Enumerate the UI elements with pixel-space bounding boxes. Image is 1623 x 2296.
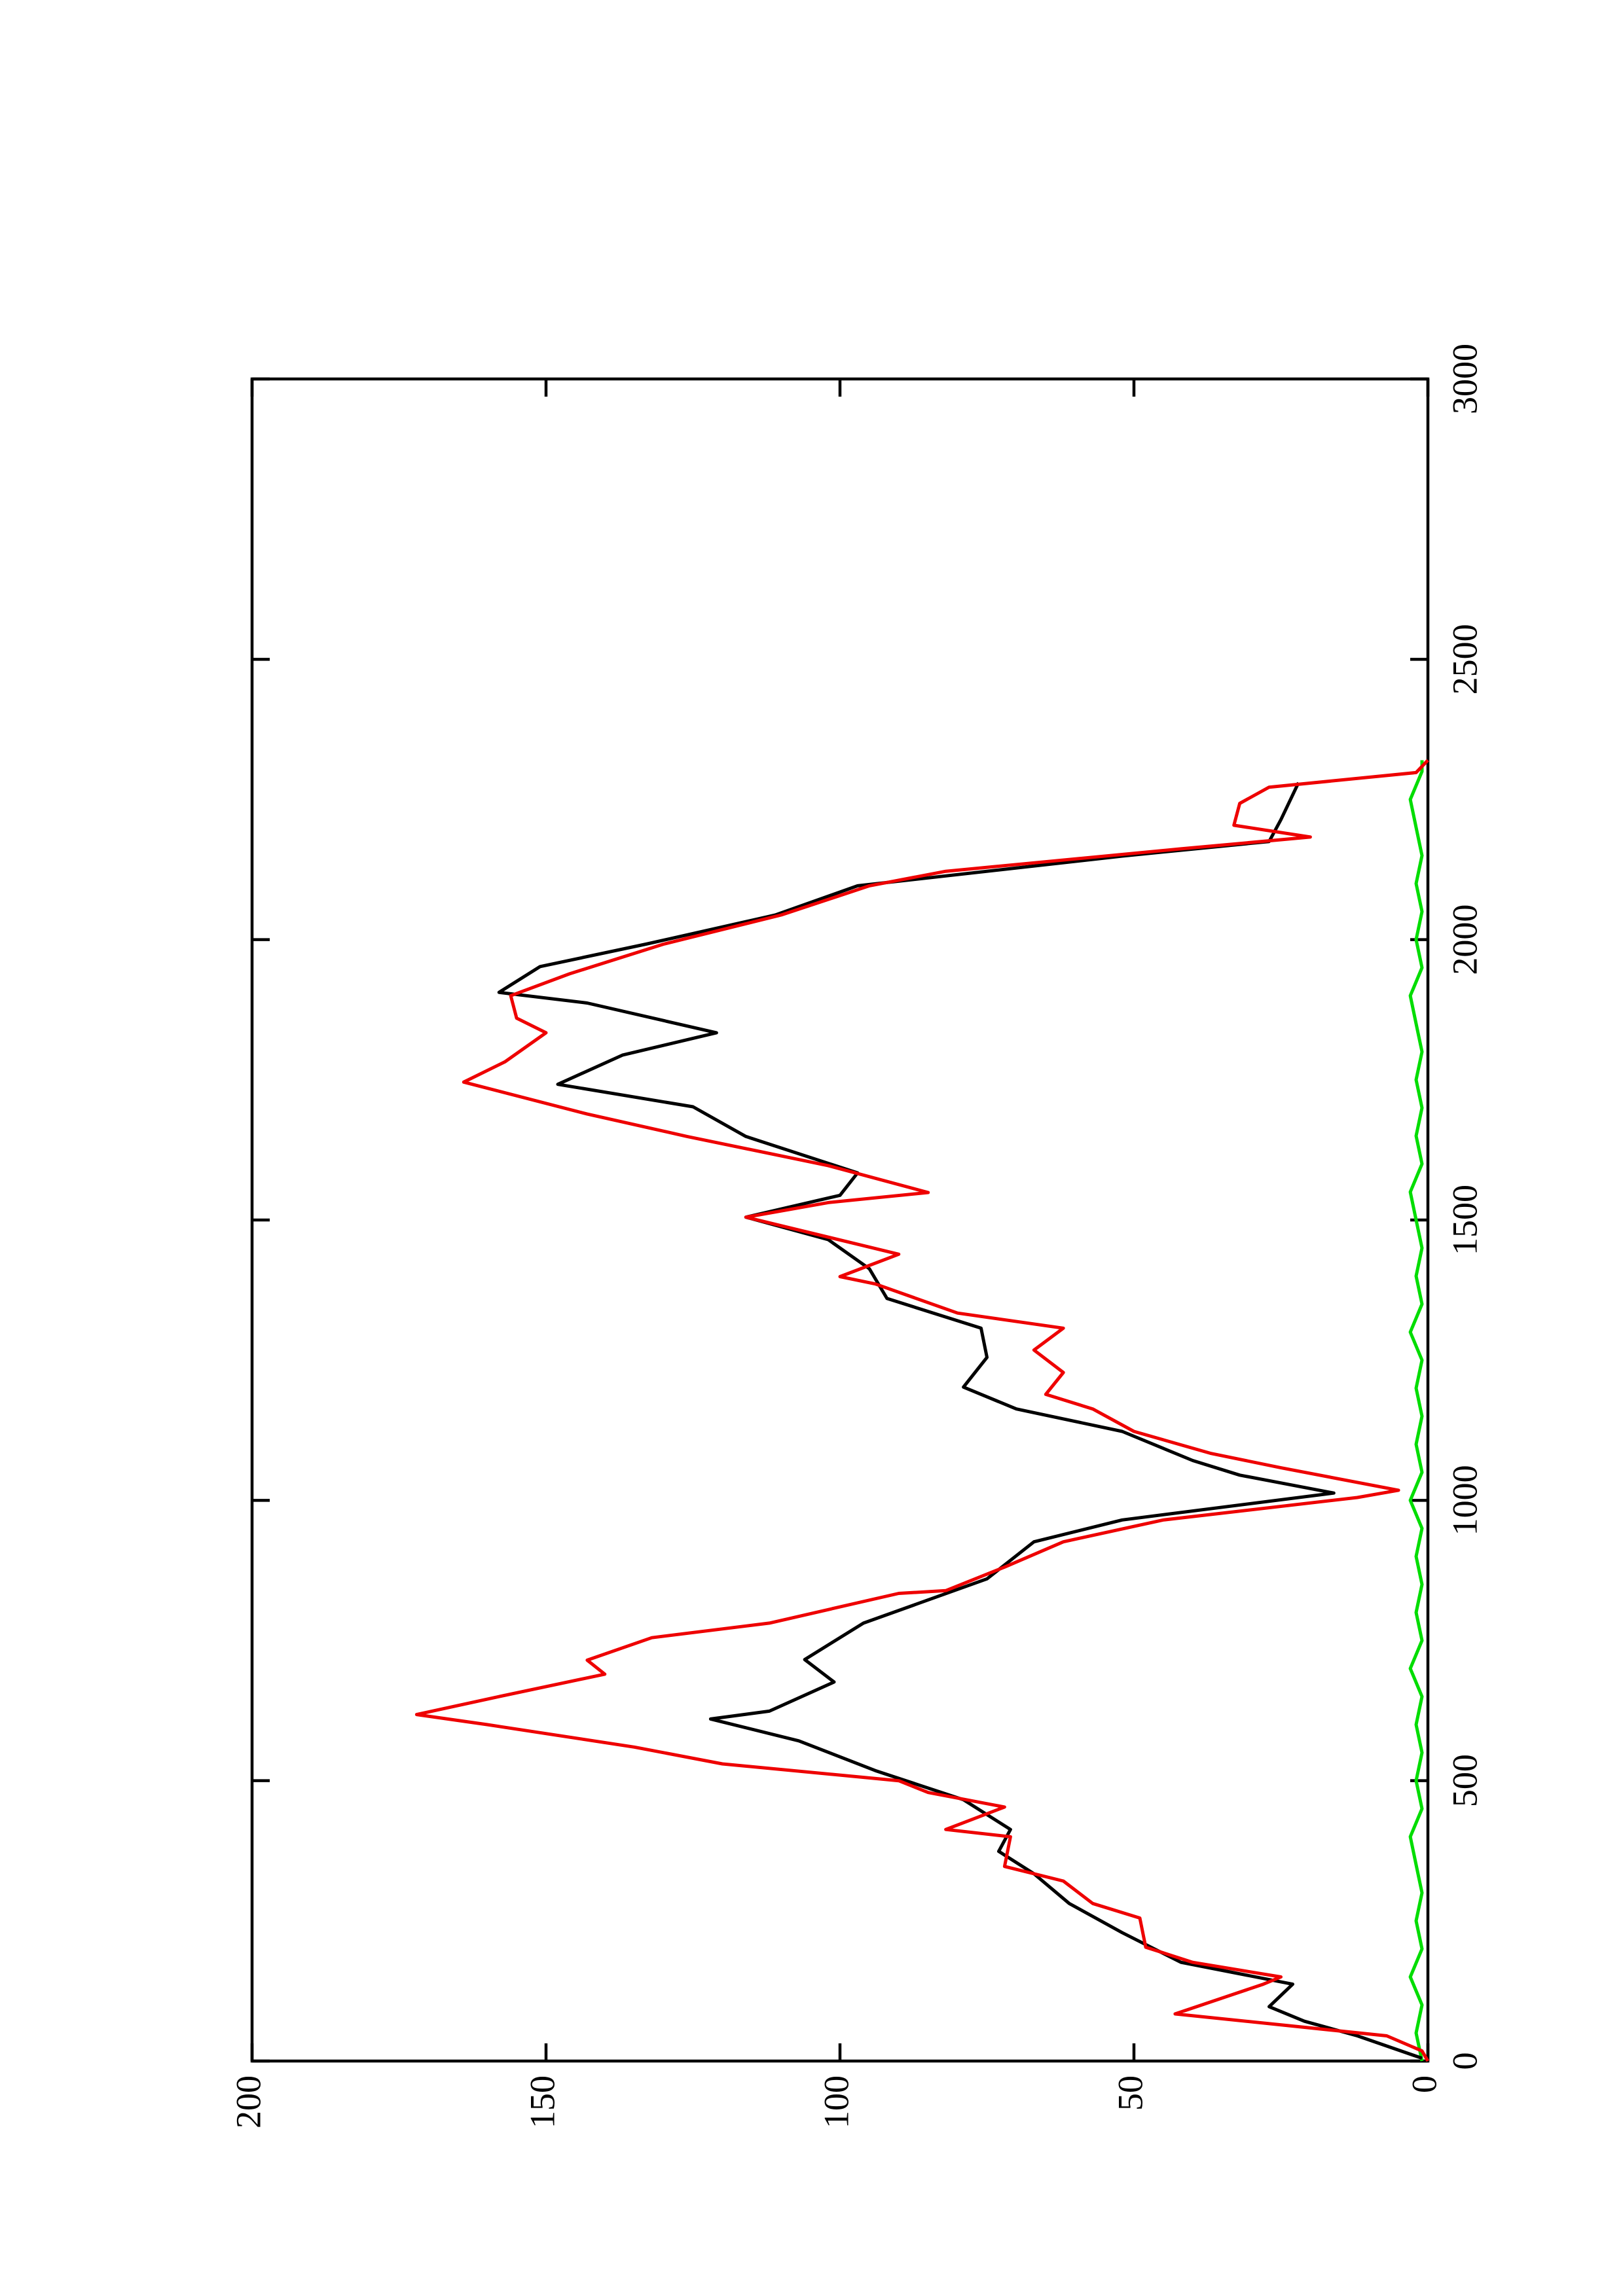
y-tick-label: 150: [522, 2075, 562, 2128]
x-tick-label: 2000: [1445, 905, 1484, 975]
y-tick-label: 100: [816, 2075, 856, 2128]
x-tick-label: 2500: [1445, 624, 1484, 694]
series-line: [497, 781, 1423, 2060]
series-line: [414, 759, 1430, 2062]
x-tick-label: 1000: [1445, 1465, 1484, 1535]
x-tick-label: 500: [1445, 1754, 1484, 1807]
series-line: [1408, 760, 1424, 2062]
x-tick-label: 1500: [1445, 1185, 1484, 1255]
y-tick-label: 200: [228, 2075, 268, 2128]
plot-area: 0 500 1000 1500 2000 2500 3000 0 50 100 150 200: [228, 344, 1484, 2128]
y-tick-label: 0: [1404, 2075, 1444, 2093]
x-tick-label: 0: [1445, 2053, 1484, 2070]
x-tick-label: 3000: [1445, 344, 1484, 414]
plot-frame: [250, 377, 1430, 2063]
y-tick-label: 50: [1110, 2075, 1150, 2111]
